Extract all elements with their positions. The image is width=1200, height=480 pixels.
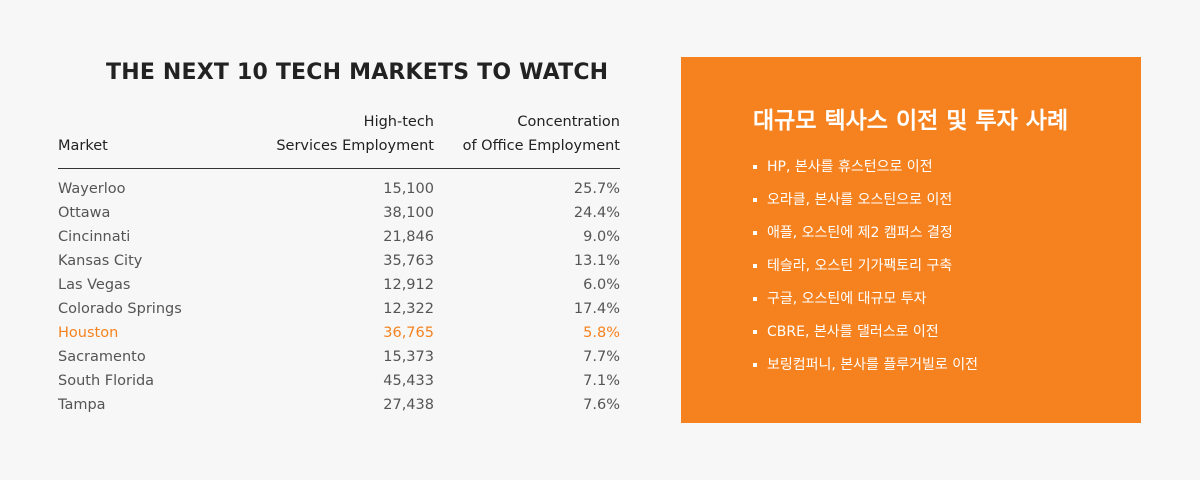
cell-market: Ottawa xyxy=(58,205,111,221)
cell-market: Kansas City xyxy=(58,253,143,269)
cell-employment: 45,433 xyxy=(383,373,434,389)
header-concentration: Concentration of Office Employment xyxy=(463,110,620,158)
cell-employment: 15,100 xyxy=(383,181,434,197)
list-item: 오라클, 본사를 오스틴으로 이전 xyxy=(753,188,978,221)
cell-market: Las Vegas xyxy=(58,277,131,293)
cell-market: Houston xyxy=(58,325,119,341)
cell-concentration: 7.7% xyxy=(583,349,620,365)
cell-market: Wayerloo xyxy=(58,181,126,197)
list-item: 구글, 오스틴에 대규모 투자 xyxy=(753,287,978,320)
table-row: Las Vegas 12,912 6.0% xyxy=(58,273,620,297)
square-bullet-icon xyxy=(753,198,757,202)
list-item-text: 보링컴퍼니, 본사를 플루거빌로 이전 xyxy=(767,357,978,373)
list-item-text: 애플, 오스틴에 제2 캠퍼스 결정 xyxy=(767,225,953,241)
table-row: Tampa 27,438 7.6% xyxy=(58,393,620,417)
cell-concentration: 7.1% xyxy=(583,373,620,389)
square-bullet-icon xyxy=(753,363,757,367)
square-bullet-icon xyxy=(753,264,757,268)
table-row: Colorado Springs 12,322 17.4% xyxy=(58,297,620,321)
cell-market: Cincinnati xyxy=(58,229,131,245)
header-concentration-line2: of Office Employment xyxy=(462,138,620,154)
cell-employment: 12,912 xyxy=(383,277,434,293)
square-bullet-icon xyxy=(753,330,757,334)
page-title: THE NEXT 10 TECH MARKETS TO WATCH xyxy=(106,60,609,85)
table-row: Sacramento 15,373 7.7% xyxy=(58,345,620,369)
cell-concentration: 9.0% xyxy=(583,229,620,245)
cell-concentration: 25.7% xyxy=(573,181,620,197)
table-row-highlighted: Houston 36,765 5.8% xyxy=(58,321,620,345)
cell-concentration: 17.4% xyxy=(573,301,620,317)
cell-employment: 38,100 xyxy=(383,205,434,221)
table-row: Cincinnati 21,846 9.0% xyxy=(58,225,620,249)
list-item: 애플, 오스틴에 제2 캠퍼스 결정 xyxy=(753,221,978,254)
cell-concentration: 6.0% xyxy=(583,277,620,293)
square-bullet-icon xyxy=(753,297,757,301)
list-item-text: 테슬라, 오스틴 기가팩토리 구축 xyxy=(767,258,953,274)
header-concentration-line1: Concentration xyxy=(517,114,620,130)
cell-concentration: 24.4% xyxy=(573,205,620,221)
square-bullet-icon xyxy=(753,165,757,169)
texas-relocation-panel: 대규모 텍사스 이전 및 투자 사례 HP, 본사를 휴스턴으로 이전 오라클,… xyxy=(681,57,1141,423)
list-item-text: HP, 본사를 휴스턴으로 이전 xyxy=(767,159,933,175)
cell-market: Tampa xyxy=(58,397,106,413)
table-body: Wayerloo 15,100 25.7% Ottawa 38,100 24.4… xyxy=(58,177,620,417)
header-employment-line2: Services Employment xyxy=(276,138,434,154)
cell-market: Sacramento xyxy=(58,349,146,365)
cell-market: Colorado Springs xyxy=(58,301,182,317)
header-market: Market xyxy=(58,138,108,154)
cell-concentration: 13.1% xyxy=(573,253,620,269)
list-item: CBRE, 본사를 댈러스로 이전 xyxy=(753,320,978,353)
cell-employment: 12,322 xyxy=(383,301,434,317)
panel-title: 대규모 텍사스 이전 및 투자 사례 xyxy=(753,108,1069,134)
table-row: South Florida 45,433 7.1% xyxy=(58,369,620,393)
square-bullet-icon xyxy=(753,231,757,235)
cell-employment: 15,373 xyxy=(383,349,434,365)
cell-concentration: 5.8% xyxy=(583,325,620,341)
header-employment-line1: High-tech xyxy=(363,114,434,130)
list-item-text: CBRE, 본사를 댈러스로 이전 xyxy=(767,324,939,340)
cell-employment: 36,765 xyxy=(383,325,434,341)
cell-concentration: 7.6% xyxy=(583,397,620,413)
cell-employment: 35,763 xyxy=(383,253,434,269)
list-item: 테슬라, 오스틴 기가팩토리 구축 xyxy=(753,254,978,287)
relocation-list: HP, 본사를 휴스턴으로 이전 오라클, 본사를 오스틴으로 이전 애플, 오… xyxy=(753,155,978,386)
list-item: 보링컴퍼니, 본사를 플루거빌로 이전 xyxy=(753,353,978,386)
table-row: Ottawa 38,100 24.4% xyxy=(58,201,620,225)
cell-employment: 27,438 xyxy=(383,397,434,413)
table-row: Wayerloo 15,100 25.7% xyxy=(58,177,620,201)
list-item-text: 구글, 오스틴에 대규모 투자 xyxy=(767,291,927,307)
list-item-text: 오라클, 본사를 오스틴으로 이전 xyxy=(767,192,953,208)
table-header: Market High-tech Services Employment Con… xyxy=(58,110,620,168)
header-divider xyxy=(58,168,620,169)
list-item: HP, 본사를 휴스턴으로 이전 xyxy=(753,155,978,188)
cell-employment: 21,846 xyxy=(383,229,434,245)
header-employment: High-tech Services Employment xyxy=(276,110,434,158)
table-row: Kansas City 35,763 13.1% xyxy=(58,249,620,273)
cell-market: South Florida xyxy=(58,373,155,389)
